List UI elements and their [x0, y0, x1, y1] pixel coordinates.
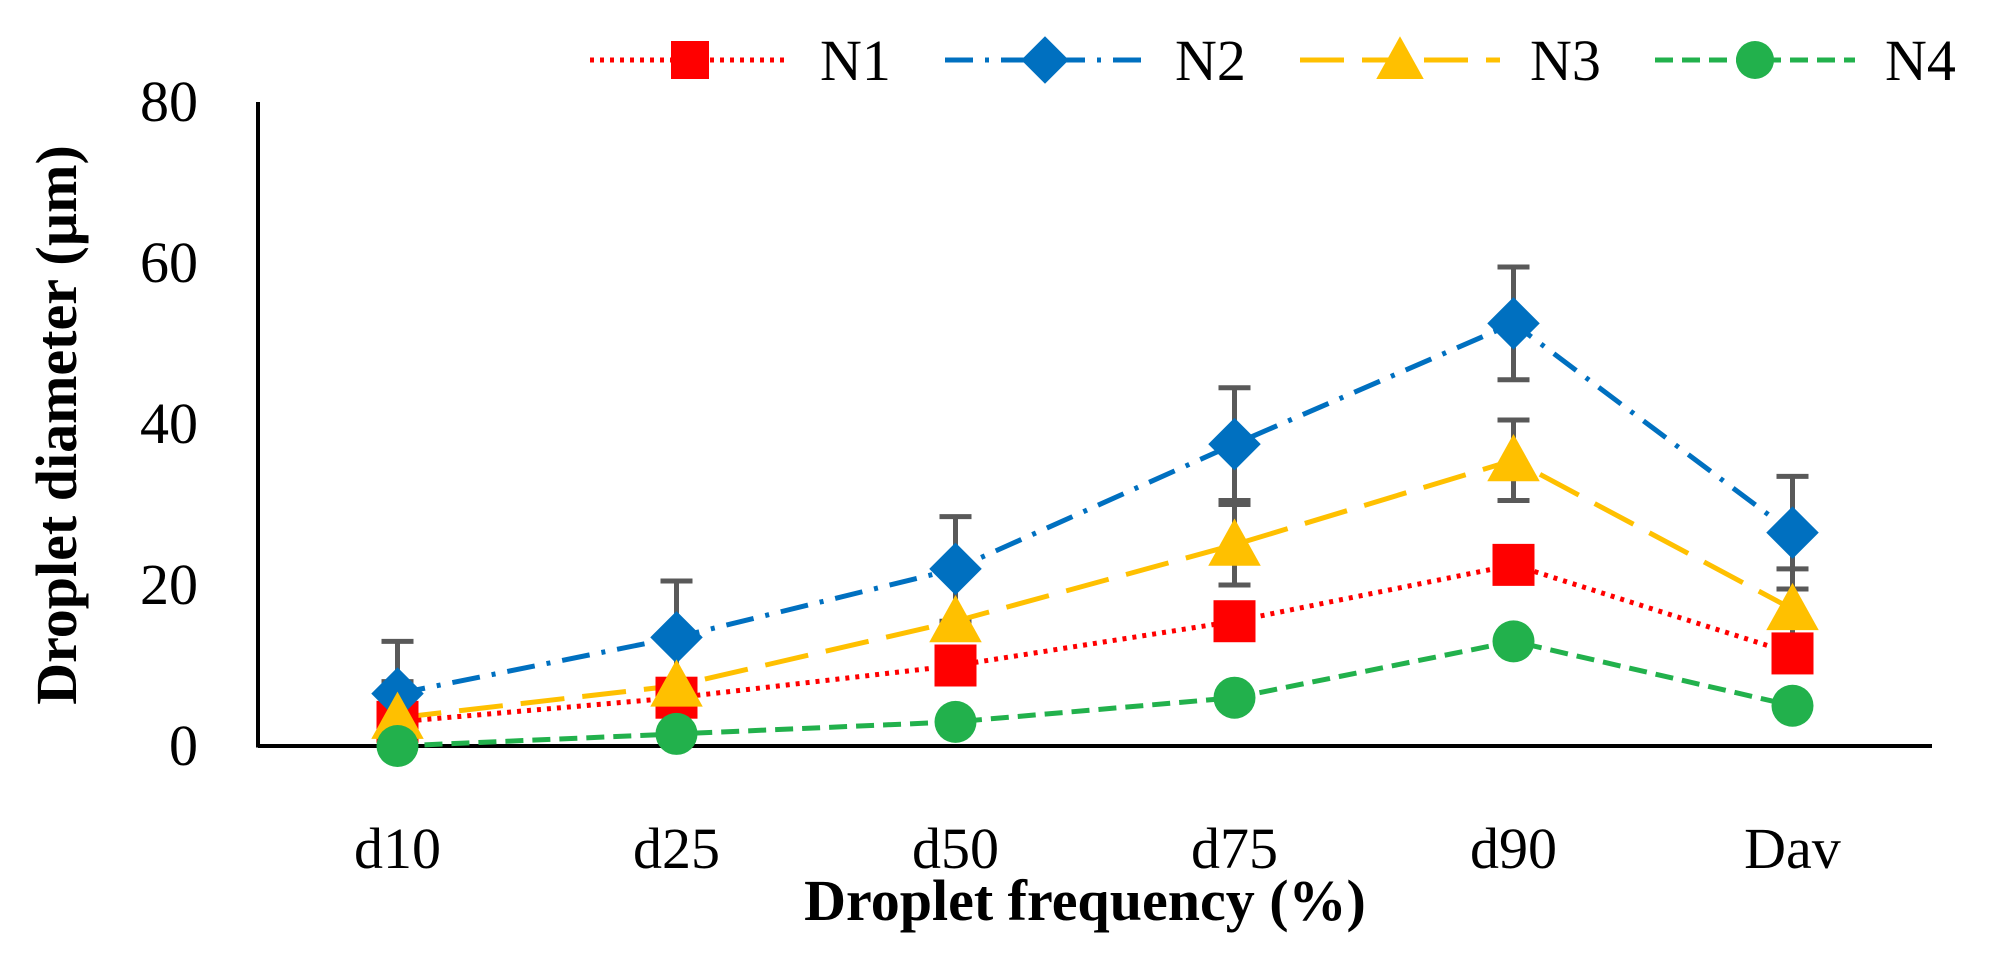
data-point-n2 [650, 611, 703, 664]
axes: 0 20 40 60 80 d10 d25 d50 d75 d90 Dav [140, 69, 1932, 881]
series-markers [371, 297, 1819, 767]
data-point-n3 [1766, 582, 1819, 631]
legend-entry-n1: N1 [590, 28, 891, 93]
y-tick-label: 40 [140, 391, 198, 456]
data-point-n4 [1492, 620, 1535, 663]
series-line-n2 [397, 320, 1795, 697]
data-point-n3 [650, 659, 703, 707]
legend-marker [1736, 41, 1774, 79]
data-point-n1 [934, 644, 977, 687]
x-tick-label: Dav [1744, 816, 1841, 881]
data-point-n2 [1208, 417, 1261, 471]
legend: N1 N2 N3 N4 [590, 28, 1956, 93]
data-point-n4 [1771, 684, 1814, 727]
legend-label: N4 [1885, 28, 1956, 93]
x-axis-title: Droplet frequency (%) [804, 868, 1366, 933]
legend-entry-n3: N3 [1300, 28, 1601, 93]
legend-label: N3 [1530, 28, 1601, 93]
data-point-n1 [1492, 543, 1535, 586]
series-lines [397, 320, 1795, 749]
data-point-n4 [934, 700, 977, 743]
legend-entry-n2: N2 [945, 28, 1246, 93]
x-tick-label: d50 [912, 816, 999, 881]
data-point-n3 [929, 594, 982, 643]
x-tick-label: d25 [633, 816, 720, 881]
legend-entry-n4: N4 [1655, 28, 1956, 93]
y-axis-title: Droplet diameter (µm) [24, 145, 89, 705]
data-point-n4 [376, 725, 419, 767]
series-line-n3 [397, 457, 1794, 721]
legend-marker [671, 41, 709, 79]
legend-label: N1 [820, 28, 891, 93]
legend-label: N2 [1175, 28, 1246, 93]
data-point-n2 [1487, 297, 1540, 350]
legend-marker [1021, 36, 1069, 84]
data-point-n3 [1208, 518, 1261, 566]
data-point-n2 [929, 542, 982, 596]
series-line-n4 [397, 638, 1794, 749]
series-line-n1 [397, 562, 1794, 725]
data-point-n1 [1213, 600, 1256, 643]
data-point-n4 [655, 712, 698, 755]
legend-marker [1376, 36, 1424, 79]
x-tick-label: d10 [354, 816, 441, 881]
y-tick-label: 60 [140, 230, 198, 295]
data-point-n1 [1771, 632, 1814, 675]
y-tick-label: 80 [140, 69, 198, 134]
data-point-n3 [371, 691, 424, 739]
x-tick-label: d75 [1191, 816, 1278, 881]
x-tick-label: d90 [1470, 816, 1557, 881]
data-point-n3 [1487, 433, 1540, 482]
y-tick-label: 20 [140, 552, 198, 617]
y-tick-label: 0 [169, 713, 198, 778]
data-point-n2 [1766, 506, 1819, 559]
data-point-n4 [1213, 676, 1256, 719]
error-bars [381, 264, 1809, 757]
